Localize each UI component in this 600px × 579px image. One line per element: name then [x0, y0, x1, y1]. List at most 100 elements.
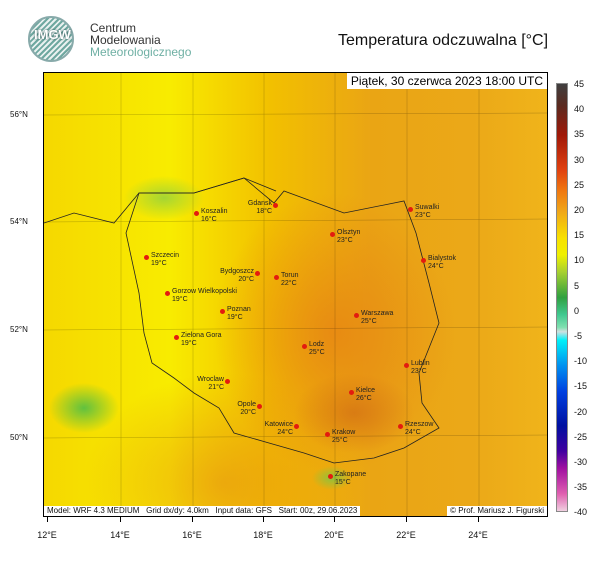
city-temp: 24°C [405, 429, 421, 436]
city-label: Olsztyn 23°C [337, 229, 360, 245]
city-dot-icon [294, 424, 299, 429]
city-name: Koszalin [201, 208, 228, 215]
city-temp: 19°C [151, 260, 167, 267]
city-label: Szczecin 19°C [151, 252, 179, 268]
city-dot-icon [302, 344, 307, 349]
city-dot-icon [421, 258, 426, 263]
lon-label: 12°E [37, 530, 57, 540]
lat-label: 50°N [10, 433, 28, 442]
lon-label: 22°E [396, 530, 416, 540]
colorbar-label: 25 [574, 179, 585, 190]
lon-label: 18°E [253, 530, 273, 540]
colorbar-label: 35 [574, 129, 585, 140]
city-label: Suwalki 23°C [415, 204, 439, 220]
colorbar-label: -35 [574, 482, 588, 493]
city-label: Katowice 24°C [265, 421, 293, 437]
map-title: Temperatura odczuwalna [°C] [338, 32, 549, 49]
city-label: Bialystok 24°C [428, 255, 456, 271]
lon-tick [406, 517, 407, 522]
city-dot-icon [349, 390, 354, 395]
city-label: Rzeszow 24°C [405, 421, 433, 437]
city-name: Lublin [411, 360, 430, 367]
city-dot-icon [330, 232, 335, 237]
city-name: Katowice [264, 421, 293, 428]
city-dot-icon [257, 404, 262, 409]
city-name: Gdansk [247, 200, 272, 207]
colorbar-label: -15 [574, 381, 588, 392]
forecast-datetime: Piątek, 30 czerwca 2023 18:00 UTC [346, 73, 547, 89]
city-dot-icon [220, 309, 225, 314]
city-temp: 18°C [256, 208, 272, 215]
city-dot-icon [274, 275, 279, 280]
city-dot-icon [354, 313, 359, 318]
city-temp: 19°C [172, 296, 188, 303]
city-temp: 16°C [201, 216, 217, 223]
colorbar-label: 0 [574, 305, 580, 316]
city-label: Gorzow Wielkopolski 19°C [172, 288, 237, 304]
logo-text: IMGW [34, 27, 71, 42]
model-info: Model: WRF 4.3 MEDIUM Grid dx/dy: 4.0km … [44, 506, 361, 516]
lon-tick [47, 517, 48, 522]
city-temp: 25°C [332, 437, 348, 444]
city-name: Bydgoszcz [220, 268, 254, 275]
city-temp: 24°C [277, 429, 293, 436]
city-name: Poznan [227, 306, 251, 313]
lon-tick [120, 517, 121, 522]
city-temp: 24°C [428, 263, 444, 270]
city-temp: 20°C [240, 409, 256, 416]
city-temp: 25°C [361, 318, 377, 325]
city-label: Opole 20°C [237, 401, 256, 417]
city-name: Opole [237, 401, 256, 408]
lon-label: 20°E [324, 530, 344, 540]
city-label: Poznan 19°C [227, 306, 251, 322]
lon-tick [192, 517, 193, 522]
colorbar-label: 10 [574, 255, 585, 266]
city-dot-icon [273, 203, 278, 208]
city-name: Torun [281, 272, 299, 279]
org-line-3: Meteorologicznego [90, 45, 192, 59]
city-label: Kielce 26°C [356, 387, 375, 403]
poland-border [125, 177, 440, 464]
colorbar-label: -40 [574, 507, 588, 518]
city-dot-icon [194, 211, 199, 216]
colorbar-label: 40 [574, 104, 585, 115]
city-dot-icon [255, 271, 260, 276]
city-dot-icon [165, 291, 170, 296]
city-label: Lublin 23°C [411, 360, 430, 376]
city-dot-icon [328, 474, 333, 479]
city-dot-icon [398, 424, 403, 429]
lon-tick [478, 517, 479, 522]
city-temp: 15°C [335, 479, 351, 486]
coastline [44, 177, 277, 224]
lon-tick [334, 517, 335, 522]
city-name: Suwalki [415, 204, 440, 211]
city-temp: 25°C [309, 349, 325, 356]
city-label: Koszalin 16°C [201, 208, 227, 224]
city-label: Zielona Gora 19°C [181, 332, 221, 348]
city-name: Gorzow Wielkopolski [172, 288, 237, 295]
city-name: Zakopane [335, 471, 367, 478]
colorbar-label: 15 [574, 230, 585, 241]
city-label: Zakopane 15°C [335, 471, 366, 487]
city-name: Olsztyn [337, 229, 361, 236]
colorbar-label: 45 [574, 79, 585, 89]
city-temp: 19°C [227, 314, 243, 321]
colorbar-label: -20 [574, 406, 588, 417]
lon-label: 16°E [182, 530, 202, 540]
city-label: Gdansk 18°C [248, 200, 272, 216]
graticule [44, 73, 547, 516]
city-temp: 21°C [208, 384, 224, 391]
color-scale-bar [556, 83, 568, 512]
lon-label: 24°E [468, 530, 488, 540]
city-label: Torun 22°C [281, 272, 299, 288]
city-dot-icon [408, 207, 413, 212]
colorbar-label: -25 [574, 431, 588, 442]
city-temp: 26°C [356, 395, 372, 402]
city-temp: 23°C [411, 368, 427, 375]
city-name: Szczecin [151, 252, 180, 259]
org-line-1: Centrum [90, 21, 137, 35]
city-label: Lodz 25°C [309, 341, 325, 357]
lon-label: 14°E [110, 530, 130, 540]
copyright: © Prof. Mariusz J. Figurski [447, 506, 547, 516]
city-name: Zielona Gora [181, 332, 222, 339]
